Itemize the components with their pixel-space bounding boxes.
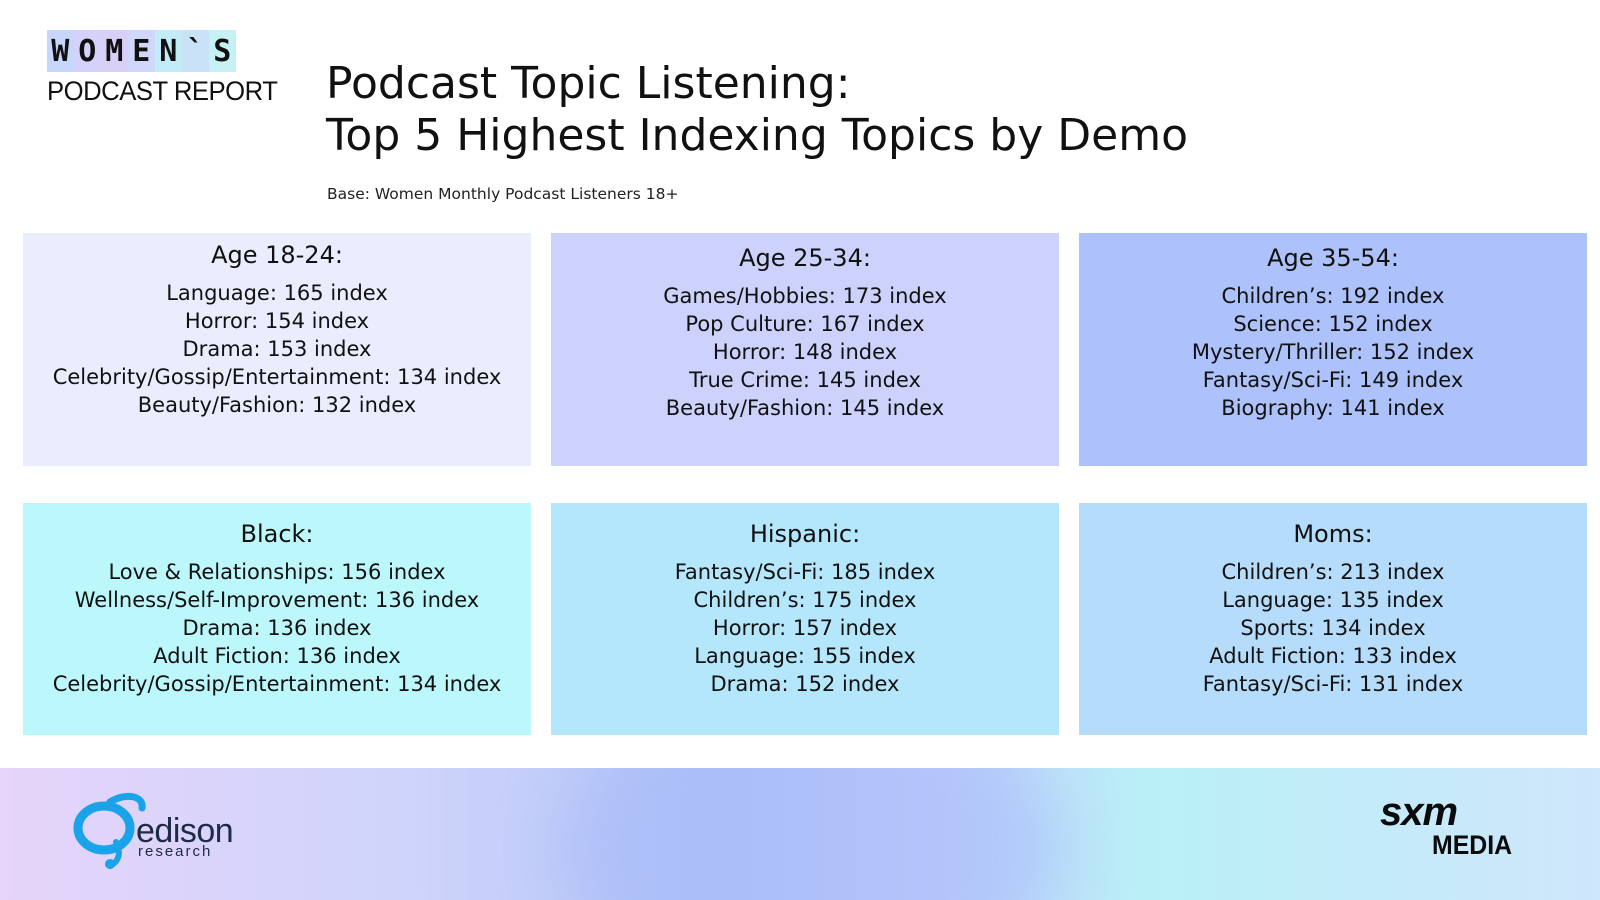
topic-item: Wellness/Self-Improvement: 136 index: [74, 588, 480, 612]
logo-letter: E: [128, 30, 155, 72]
topic-list: Language: 165 index Horror: 154 index Dr…: [23, 279, 531, 419]
topic-item: Adult Fiction: 136 index: [153, 644, 401, 668]
topic-item: Horror: 157 index: [712, 616, 898, 640]
page-title: Podcast Topic Listening: Top 5 Highest I…: [326, 58, 1476, 162]
card-heading: Age 35-54:: [1267, 244, 1399, 272]
logo-letter: `: [182, 30, 209, 72]
topic-item: Adult Fiction: 133 index: [1209, 644, 1457, 668]
card-age-18-24: Age 18-24: Language: 165 index Horror: 1…: [23, 233, 531, 466]
sxm-wordmark: sxm: [1380, 790, 1458, 834]
topic-item: Fantasy/Sci-Fi: 131 index: [1202, 672, 1464, 696]
card-moms: Moms: Children’s: 213 index Language: 13…: [1079, 503, 1587, 735]
logo-letter-tiles: W O M E N ` S: [47, 30, 262, 72]
topic-item: Biography: 141 index: [1221, 396, 1445, 420]
topic-item: Language: 165 index: [166, 281, 388, 305]
card-age-35-54: Age 35-54: Children’s: 192 index Science…: [1079, 233, 1587, 466]
card-heading: Moms:: [1293, 520, 1373, 548]
womens-podcast-report-logo: W O M E N ` S PODCAST REPORT: [47, 30, 278, 110]
sxm-media-logo: sxm MEDIA: [1380, 790, 1520, 866]
topic-item: Children’s: 175 index: [693, 588, 917, 612]
topic-list: Love & Relationships: 156 index Wellness…: [23, 558, 531, 698]
topic-item: Beauty/Fashion: 132 index: [137, 393, 417, 417]
topic-item: Celebrity/Gossip/Entertainment: 134 inde…: [52, 672, 502, 696]
topic-item: Sports: 134 index: [1240, 616, 1426, 640]
page-title-line-2: Top 5 Highest Indexing Topics by Demo: [326, 110, 1188, 161]
topic-item: Games/Hobbies: 173 index: [663, 284, 947, 308]
topic-list: Fantasy/Sci-Fi: 185 index Children’s: 17…: [551, 558, 1059, 698]
topic-item: Beauty/Fashion: 145 index: [665, 396, 945, 420]
logo-letter: S: [209, 30, 236, 72]
logo-subtitle: PODCAST REPORT: [47, 76, 278, 106]
media-wordmark: MEDIA: [1432, 830, 1513, 860]
topic-item: Pop Culture: 167 index: [685, 312, 925, 336]
logo-letter: M: [101, 30, 128, 72]
topic-item: Children’s: 192 index: [1221, 284, 1445, 308]
topic-list: Children’s: 213 index Language: 135 inde…: [1079, 558, 1587, 698]
card-age-25-34: Age 25-34: Games/Hobbies: 173 index Pop …: [551, 233, 1059, 466]
logo-letter: N: [155, 30, 182, 72]
edison-swirl-icon: [73, 792, 146, 869]
edison-subtitle: research: [138, 843, 213, 860]
edison-wordmark: edison: [136, 812, 234, 850]
page-title-line-1: Podcast Topic Listening:: [326, 58, 851, 109]
topic-list: Games/Hobbies: 173 index Pop Culture: 16…: [551, 282, 1059, 422]
topic-item: Mystery/Thriller: 152 index: [1191, 340, 1475, 364]
topic-item: Fantasy/Sci-Fi: 149 index: [1202, 368, 1464, 392]
topic-item: Drama: 153 index: [182, 337, 372, 361]
topic-item: Horror: 148 index: [712, 340, 898, 364]
footer-gradient-band: [0, 768, 1600, 900]
base-note: Base: Women Monthly Podcast Listeners 18…: [327, 185, 679, 203]
card-black: Black: Love & Relationships: 156 index W…: [23, 503, 531, 735]
topic-item: Drama: 152 index: [710, 672, 900, 696]
card-heading: Hispanic:: [749, 520, 861, 548]
topic-item: Language: 155 index: [694, 644, 916, 668]
logo-letter: O: [74, 30, 101, 72]
topic-list: Children’s: 192 index Science: 152 index…: [1079, 282, 1587, 422]
card-heading: Black:: [240, 520, 314, 548]
topic-item: Celebrity/Gossip/Entertainment: 134 inde…: [52, 365, 502, 389]
logo-letter: W: [47, 30, 74, 72]
card-heading: Age 18-24:: [211, 241, 343, 269]
topic-item: Fantasy/Sci-Fi: 185 index: [674, 560, 936, 584]
topic-item: Science: 152 index: [1233, 312, 1433, 336]
card-heading: Age 25-34:: [739, 244, 871, 272]
card-hispanic: Hispanic: Fantasy/Sci-Fi: 185 index Chil…: [551, 503, 1059, 735]
topic-item: Drama: 136 index: [182, 616, 372, 640]
topic-item: True Crime: 145 index: [689, 368, 921, 392]
topic-item: Love & Relationships: 156 index: [108, 560, 446, 584]
topic-item: Language: 135 index: [1222, 588, 1444, 612]
topic-item: Children’s: 213 index: [1221, 560, 1445, 584]
edison-research-logo: edison research: [70, 790, 240, 870]
topic-item: Horror: 154 index: [184, 309, 370, 333]
